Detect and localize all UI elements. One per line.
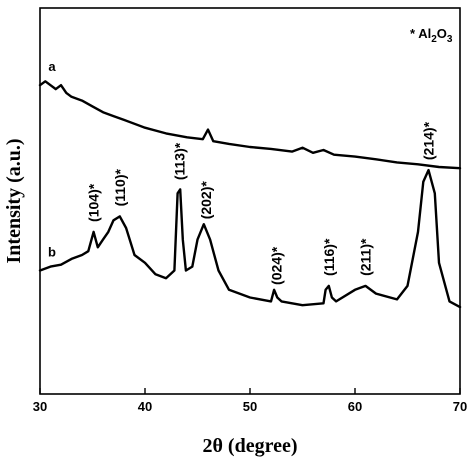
legend: * Al2O3	[410, 26, 453, 45]
peak-label: (113)*	[172, 142, 188, 180]
peak-label: (211)*	[358, 238, 374, 276]
series-layer: ab	[38, 59, 462, 309]
curve-label-b: b	[48, 244, 56, 259]
x-axis-ticks: 30 40 50 60 70	[33, 388, 467, 414]
series-line-b	[38, 168, 462, 309]
legend-text: Al	[418, 26, 431, 41]
x-tick-label: 60	[348, 399, 362, 414]
peak-label: (214)*	[421, 121, 437, 160]
legend-sub2: 3	[447, 34, 453, 45]
legend-mid: O	[437, 26, 447, 41]
plot-frame	[39, 7, 461, 395]
peak-annotations: (104)* (110)* (113)* (202)* (024)* (116)* (211…	[86, 121, 437, 285]
curve-label-a: a	[48, 59, 56, 74]
x-tick-label: 40	[138, 399, 152, 414]
y-axis-title: Intensity (a.u.)	[3, 138, 25, 263]
x-axis-title: 2θ (degree)	[202, 435, 297, 457]
x-tick-label: 30	[33, 399, 47, 414]
peak-label: (116)*	[321, 238, 337, 276]
x-tick-label: 70	[453, 399, 467, 414]
peak-label: (110)*	[112, 168, 128, 206]
peak-label: (104)*	[86, 183, 102, 222]
legend-sub1: 2	[431, 34, 437, 45]
x-tick-label: 50	[243, 399, 257, 414]
peak-label: (202)*	[198, 181, 214, 220]
series-line-a	[38, 80, 462, 170]
peak-label: (024)*	[268, 246, 284, 285]
legend-marker: *	[410, 26, 418, 41]
